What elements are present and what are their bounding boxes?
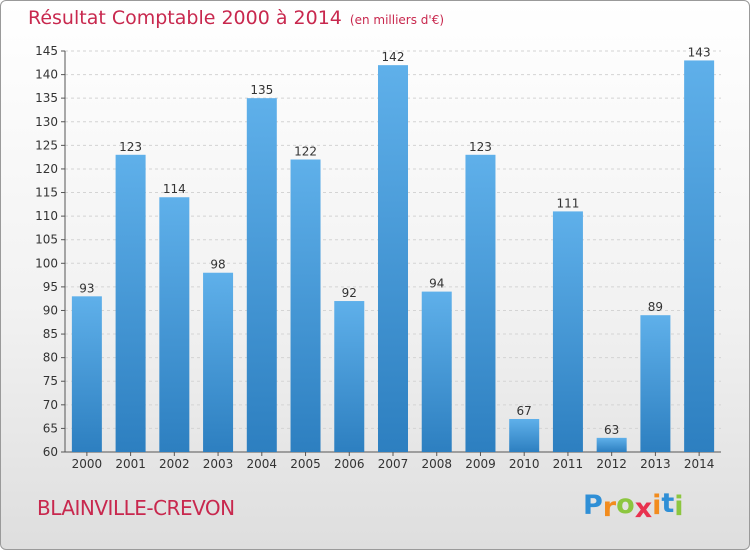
y-tick-label: 60 — [43, 445, 58, 459]
value-label-2004: 135 — [250, 83, 273, 97]
bar-2010 — [509, 418, 540, 452]
y-tick-label: 125 — [35, 138, 58, 152]
value-label-2005: 122 — [294, 145, 317, 159]
logo-letter: r — [602, 492, 617, 523]
y-tick-label: 130 — [35, 115, 58, 129]
value-label-2000: 93 — [79, 281, 94, 295]
y-tick-label: 80 — [43, 351, 58, 365]
bar-2014 — [684, 60, 715, 452]
x-tick-label-2013: 2013 — [640, 457, 671, 471]
bar-2002 — [159, 197, 190, 452]
value-label-2001: 123 — [119, 140, 142, 154]
value-labels: 93 123 114 98 135 122 92 142 94 123 67 111 63 89 143 — [79, 45, 710, 436]
y-tick-label: 85 — [43, 327, 58, 341]
value-label-2002: 114 — [163, 182, 186, 196]
value-label-2003: 98 — [210, 258, 225, 272]
y-tick-label: 100 — [35, 256, 58, 270]
value-label-2012: 63 — [604, 423, 619, 437]
bar-2006 — [334, 301, 365, 452]
bar-2008 — [421, 291, 452, 452]
city-name: BLAINVILLE-CREVON — [37, 496, 235, 520]
bar-2009 — [465, 154, 496, 452]
logo-letter: t — [661, 488, 675, 519]
y-tick-label: 70 — [43, 398, 58, 412]
chart-title: Résultat Comptable 2000 à 2014 (en millie… — [28, 7, 444, 29]
proxiti-logo: Proxiti — [583, 488, 684, 524]
x-tick-label-2010: 2010 — [509, 457, 540, 471]
y-tick-label: 120 — [35, 162, 58, 176]
y-axis-ticks: 60 65 70 75 80 85 90 95 100 105 110 115 120 125 130 135… — [35, 44, 65, 459]
x-tick-label-2002: 2002 — [159, 457, 190, 471]
value-label-2013: 89 — [648, 300, 663, 314]
logo-letter: x — [634, 493, 653, 524]
y-tick-label: 90 — [43, 303, 58, 317]
value-label-2009: 123 — [469, 140, 492, 154]
y-tick-label: 145 — [35, 44, 58, 58]
chart-unit: (en milliers d'€) — [349, 13, 445, 27]
logo-letter: i — [652, 490, 662, 521]
x-tick-label-2003: 2003 — [203, 457, 234, 471]
y-tick-label: 115 — [35, 186, 58, 200]
x-tick-label-2005: 2005 — [290, 457, 321, 471]
logo-letter: i — [674, 491, 684, 522]
bar-2005 — [290, 159, 321, 452]
bar-2000 — [71, 296, 102, 452]
x-tick-label-2014: 2014 — [684, 457, 715, 471]
x-axis-ticks: 2000 2001 2002 2003 2004 2005 2006 2007 2008 2009… — [72, 452, 715, 471]
bars — [71, 60, 715, 453]
value-label-2007: 142 — [382, 50, 405, 64]
chart-title-text: Résultat Comptable 2000 à 2014 — [28, 7, 342, 29]
x-tick-label-2007: 2007 — [378, 457, 409, 471]
bar-2011 — [552, 211, 583, 452]
bar-2004 — [246, 98, 277, 453]
x-tick-label-2008: 2008 — [421, 457, 452, 471]
logo-letter: o — [616, 489, 635, 520]
y-tick-label: 75 — [43, 374, 58, 388]
bar-2007 — [378, 65, 408, 452]
x-tick-label-2004: 2004 — [247, 457, 278, 471]
x-tick-label-2009: 2009 — [465, 457, 496, 471]
value-label-2008: 94 — [429, 277, 444, 291]
y-tick-label: 105 — [35, 233, 58, 247]
y-tick-label: 110 — [35, 209, 58, 223]
x-tick-label-2011: 2011 — [553, 457, 584, 471]
x-tick-label-2000: 2000 — [72, 457, 103, 471]
y-tick-label: 135 — [35, 91, 58, 105]
x-tick-label-2006: 2006 — [334, 457, 365, 471]
y-tick-label: 140 — [35, 68, 58, 82]
logo-letter: P — [583, 490, 603, 521]
value-label-2014: 143 — [688, 45, 711, 59]
bar-2012 — [596, 437, 627, 452]
y-tick-label: 95 — [43, 280, 58, 294]
value-label-2006: 92 — [342, 286, 357, 300]
bar-2013 — [640, 315, 671, 452]
x-tick-label-2001: 2001 — [115, 457, 146, 471]
value-label-2010: 67 — [517, 404, 532, 418]
y-tick-label: 65 — [43, 421, 58, 435]
bar-2001 — [115, 154, 146, 452]
x-tick-label-2012: 2012 — [596, 457, 627, 471]
value-label-2011: 111 — [556, 196, 579, 210]
bar-2003 — [203, 272, 234, 452]
